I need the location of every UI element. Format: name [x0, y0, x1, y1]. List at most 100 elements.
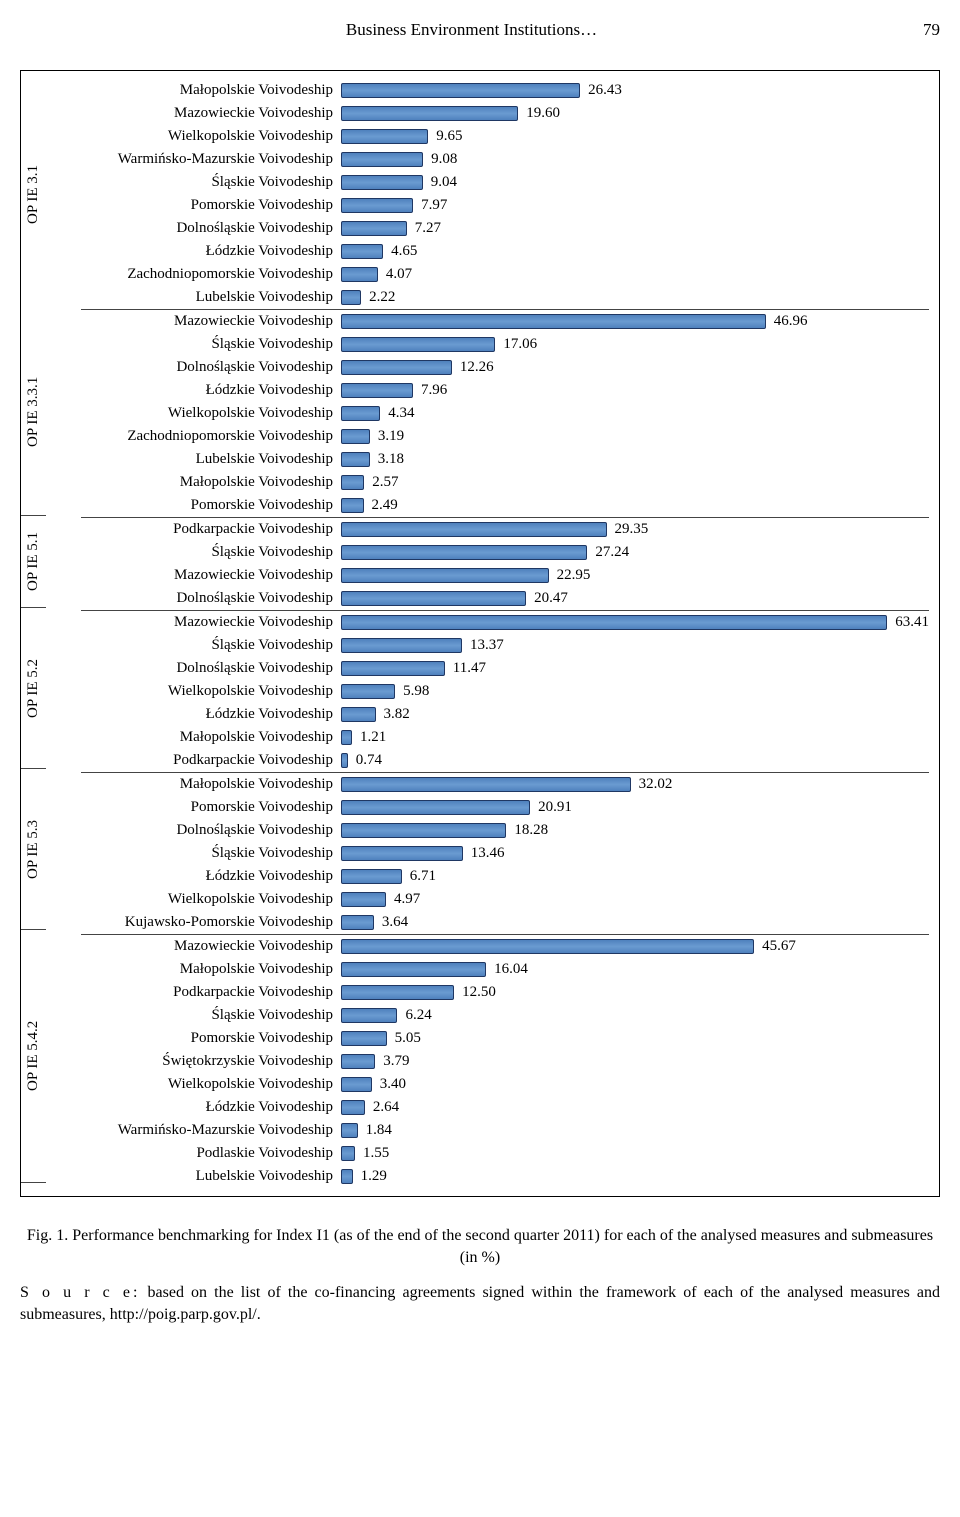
bar-row: 19.60 [341, 102, 929, 125]
bar [341, 730, 352, 745]
bar-value: 1.55 [363, 1145, 389, 1162]
bar-row: 3.82 [341, 703, 929, 726]
row-label: Mazowieckie Voivodeship [81, 102, 341, 125]
bar-row: 3.64 [341, 911, 929, 934]
group-label: OP IE 5.1 [21, 516, 46, 608]
source-lead: S o u r c e: [20, 1284, 140, 1301]
bar [341, 823, 506, 838]
group-label: OP IE 5.4.2 [21, 930, 46, 1183]
row-label: Śląskie Voivodeship [81, 1004, 341, 1027]
bar [341, 83, 580, 98]
bar-row: 22.95 [341, 564, 929, 587]
row-label: Dolnośląskie Voivodeship [81, 217, 341, 240]
bar-value: 1.84 [366, 1122, 392, 1139]
bar-value: 1.21 [360, 729, 386, 746]
bar [341, 383, 413, 398]
bar-row: 45.67 [341, 934, 929, 958]
bar [341, 498, 364, 513]
bar-value: 6.24 [405, 1007, 431, 1024]
bar-row: 16.04 [341, 958, 929, 981]
bar-row: 6.24 [341, 1004, 929, 1027]
bar-row: 63.41 [341, 610, 929, 634]
bar-value: 3.64 [382, 914, 408, 931]
row-label: Świętokrzyskie Voivodeship [81, 1050, 341, 1073]
bar-row: 12.26 [341, 356, 929, 379]
bar-row: 4.07 [341, 263, 929, 286]
bar-value: 4.65 [391, 243, 417, 260]
page-number: 79 [923, 20, 940, 40]
bar-value: 3.40 [380, 1076, 406, 1093]
bar-row: 2.49 [341, 494, 929, 517]
bar [341, 638, 462, 653]
row-label: Śląskie Voivodeship [81, 171, 341, 194]
bar-value: 29.35 [615, 521, 649, 538]
row-label: Podlaskie Voivodeship [81, 1142, 341, 1165]
bar-value: 9.04 [431, 174, 457, 191]
bar-row: 12.50 [341, 981, 929, 1004]
row-label: Dolnośląskie Voivodeship [81, 819, 341, 842]
row-label: Podkarpackie Voivodeship [81, 749, 341, 772]
row-label: Łódzkie Voivodeship [81, 865, 341, 888]
bar-value: 2.57 [372, 474, 398, 491]
bar-row: 1.55 [341, 1142, 929, 1165]
bar-value: 13.37 [470, 637, 504, 654]
row-label: Śląskie Voivodeship [81, 634, 341, 657]
group-labels-column: OP IE 3.1OP IE 3.3.1OP IE 5.1OP IE 5.2OP… [21, 79, 81, 1188]
bar [341, 777, 631, 792]
bar-value: 13.46 [471, 845, 505, 862]
bar [341, 684, 395, 699]
row-label: Łódzkie Voivodeship [81, 703, 341, 726]
bar-row: 0.74 [341, 749, 929, 772]
bar-value: 63.41 [895, 614, 929, 631]
bar-value: 16.04 [494, 961, 528, 978]
bar-row: 13.46 [341, 842, 929, 865]
bar [341, 985, 454, 1000]
row-label: Łódzkie Voivodeship [81, 1096, 341, 1119]
bar [341, 429, 370, 444]
row-label: Mazowieckie Voivodeship [81, 564, 341, 587]
group-label: OP IE 3.1 [21, 79, 46, 309]
bar [341, 661, 445, 676]
page-header: Business Environment Institutions… 79 [20, 20, 940, 40]
row-label: Dolnośląskie Voivodeship [81, 356, 341, 379]
bar-value: 3.18 [378, 451, 404, 468]
bar [341, 221, 407, 236]
row-label: Dolnośląskie Voivodeship [81, 657, 341, 680]
bar-value: 7.27 [415, 220, 441, 237]
bar-row: 4.34 [341, 402, 929, 425]
row-label: Mazowieckie Voivodeship [81, 610, 341, 634]
row-label: Pomorskie Voivodeship [81, 796, 341, 819]
bar-value: 27.24 [595, 544, 629, 561]
bar [341, 939, 754, 954]
bar [341, 129, 428, 144]
bar [341, 846, 463, 861]
bar [341, 707, 376, 722]
bar [341, 244, 383, 259]
bar-value: 3.82 [384, 706, 410, 723]
bar-row: 9.04 [341, 171, 929, 194]
bar [341, 962, 486, 977]
row-label: Śląskie Voivodeship [81, 541, 341, 564]
bar-value: 0.74 [356, 752, 382, 769]
row-label: Podkarpackie Voivodeship [81, 981, 341, 1004]
bar-row: 7.97 [341, 194, 929, 217]
row-label: Wielkopolskie Voivodeship [81, 402, 341, 425]
bar-value: 7.96 [421, 382, 447, 399]
bar-row: 11.47 [341, 657, 929, 680]
chart-body: OP IE 3.1OP IE 3.3.1OP IE 5.1OP IE 5.2OP… [21, 79, 929, 1188]
bar-value: 2.49 [372, 497, 398, 514]
bar-value: 5.98 [403, 683, 429, 700]
group-label: OP IE 5.2 [21, 608, 46, 769]
row-label: Dolnośląskie Voivodeship [81, 587, 341, 610]
chart: OP IE 3.1OP IE 3.3.1OP IE 5.1OP IE 5.2OP… [20, 70, 940, 1197]
bar-value: 3.19 [378, 428, 404, 445]
bar-row: 3.40 [341, 1073, 929, 1096]
bar-value: 4.07 [386, 266, 412, 283]
bar [341, 406, 380, 421]
row-label: Mazowieckie Voivodeship [81, 934, 341, 958]
bar [341, 522, 607, 537]
bar-value: 9.08 [431, 151, 457, 168]
bar-row: 4.65 [341, 240, 929, 263]
bar [341, 591, 526, 606]
bar-row: 4.97 [341, 888, 929, 911]
